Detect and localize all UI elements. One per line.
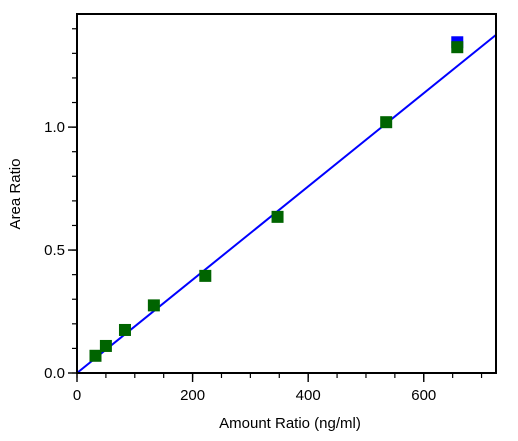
data-point — [451, 41, 464, 54]
data-point — [147, 299, 160, 312]
plot-area — [76, 34, 497, 374]
data-point — [118, 323, 131, 336]
x-axis-title: Amount Ratio (ng/ml) — [219, 415, 361, 432]
x-tick-label: 200 — [180, 387, 205, 404]
fit-line — [76, 34, 497, 374]
y-tick-label: 0.5 — [44, 242, 65, 259]
y-axis-title: Area Ratio — [7, 159, 24, 230]
data-point — [380, 116, 393, 129]
axes: 0 200 400 600 0.0 0.5 1.0 — [44, 13, 497, 404]
y-tick-label: 1.0 — [44, 119, 65, 136]
data-point — [99, 339, 112, 352]
plot-frame — [76, 13, 497, 374]
y-tick-label: 0.0 — [44, 365, 65, 382]
data-point — [199, 269, 212, 282]
data-point — [89, 349, 102, 362]
x-tick-label: 0 — [73, 387, 81, 404]
x-tick-label: 400 — [296, 387, 321, 404]
x-tick-label: 600 — [411, 387, 436, 404]
data-point — [271, 210, 284, 223]
